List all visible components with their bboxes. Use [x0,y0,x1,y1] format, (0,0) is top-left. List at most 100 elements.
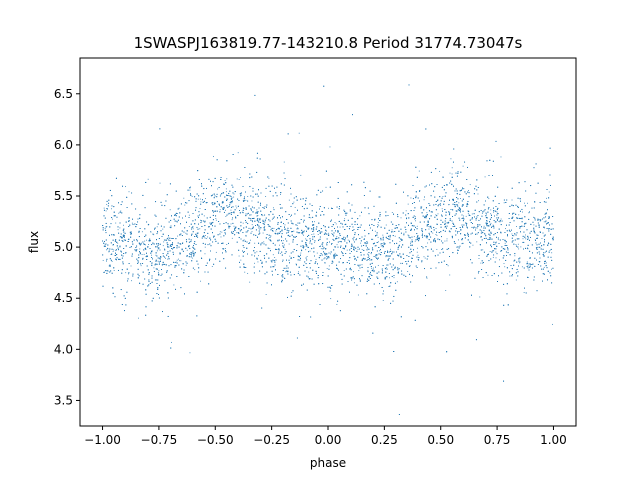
data-point [288,243,290,245]
data-point [106,225,108,227]
data-point [414,218,416,220]
data-point [188,226,190,227]
data-point [480,262,482,264]
data-point [165,257,166,259]
data-point [367,269,369,271]
data-point [167,292,169,293]
data-point [498,221,500,222]
data-point [185,232,187,234]
data-point [256,251,258,253]
data-point [451,167,453,169]
data-point [382,300,384,301]
data-point [403,232,405,234]
data-point [407,203,409,205]
data-point [314,221,315,223]
data-point [219,231,221,233]
data-point [324,261,326,263]
data-point [534,239,536,241]
data-point [441,208,443,210]
data-point [426,212,428,214]
data-point [215,218,217,219]
data-point [393,277,395,279]
data-point [183,197,185,199]
data-point [377,236,379,238]
data-point [235,205,237,207]
data-point [341,250,342,252]
data-point [162,245,164,247]
data-point [176,259,178,261]
data-point [490,222,492,224]
data-point [173,284,175,286]
chart-title: 1SWASPJ163819.77-143210.8 Period 31774.7… [134,34,523,52]
data-point [421,261,423,263]
data-point [284,244,285,246]
data-point [394,227,396,229]
data-point [497,220,498,221]
data-point [374,230,376,232]
data-point [546,197,547,199]
data-point [436,200,438,202]
data-point [138,317,139,319]
data-point [418,170,420,172]
data-point [157,260,159,262]
data-point [296,228,298,230]
data-point [251,231,253,233]
data-point [230,209,232,211]
data-point [492,256,494,258]
data-point [399,241,401,243]
data-point [472,244,474,246]
data-point [513,235,515,237]
data-point [347,239,349,241]
data-point [309,242,311,244]
data-point [275,230,277,232]
data-point [119,227,121,229]
data-point [458,202,460,204]
data-point [361,264,363,266]
data-point [130,265,132,267]
data-point [466,234,468,236]
data-point [221,231,223,233]
data-point [446,225,448,227]
data-point [391,212,393,213]
data-point [495,257,497,259]
data-point [290,215,291,217]
data-point [215,219,217,221]
data-point [268,224,270,226]
data-point [515,279,517,281]
data-point [153,267,155,269]
data-point [392,231,394,233]
data-point [426,277,428,279]
data-point [460,198,461,199]
data-point [518,214,520,216]
data-point [256,209,258,211]
data-point [111,260,113,262]
data-point [336,244,338,246]
data-point [380,245,382,247]
data-point [471,213,473,215]
data-point [305,238,307,240]
data-point [302,233,304,235]
data-point [329,146,331,148]
data-point [469,184,471,186]
data-point [499,259,500,261]
data-point [514,255,516,257]
data-point [115,222,117,224]
data-point [111,208,112,210]
data-point [423,256,425,258]
data-point [289,255,291,257]
data-point [534,219,536,221]
data-point [358,270,360,271]
data-point [166,244,168,246]
data-point [113,249,115,251]
data-point [386,264,388,266]
data-point [226,244,228,245]
data-point [112,218,113,220]
data-point [364,242,365,244]
data-point [222,192,224,194]
data-point [239,177,241,179]
data-point [326,242,328,244]
data-point [140,242,142,244]
data-point [488,237,490,238]
data-point [537,246,539,248]
data-point [277,228,279,230]
